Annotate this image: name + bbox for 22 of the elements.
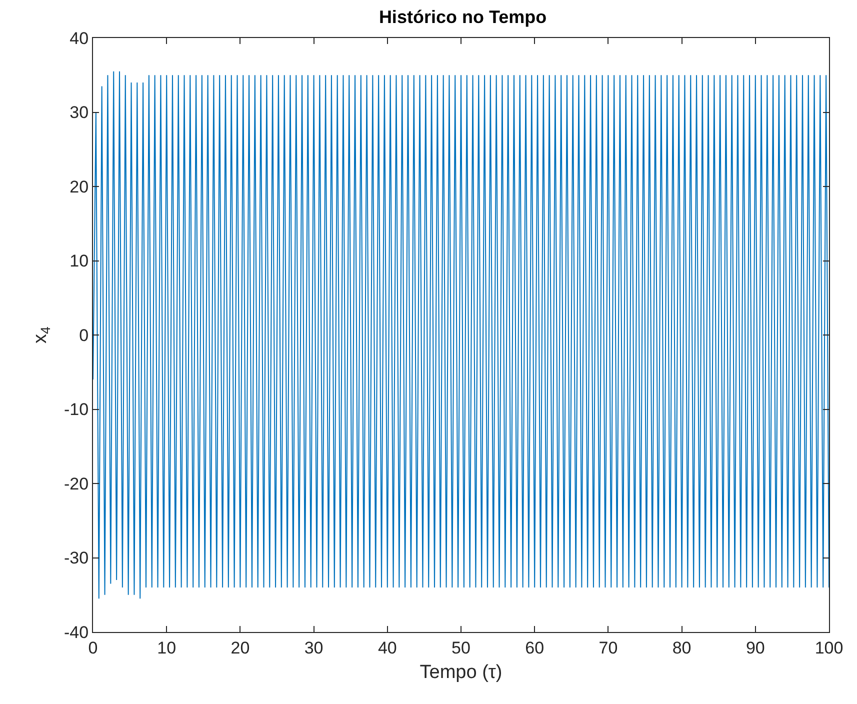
x-tick-label: 100 bbox=[814, 638, 844, 658]
x-tick-label: 50 bbox=[452, 638, 470, 658]
line-series bbox=[93, 70, 829, 600]
y-tick-label: 20 bbox=[70, 177, 89, 196]
x-tick-label: 20 bbox=[230, 638, 250, 658]
y-tick-label: 30 bbox=[70, 103, 89, 122]
y-tick-label: 10 bbox=[70, 252, 89, 271]
y-tick-label: -20 bbox=[64, 474, 89, 494]
y-tick-label: -30 bbox=[64, 548, 89, 568]
y-tick-label: 40 bbox=[70, 28, 89, 48]
y-tick-label: -10 bbox=[64, 400, 89, 420]
x-tick-label: 10 bbox=[157, 638, 176, 658]
y-tick-label: -40 bbox=[64, 622, 89, 642]
y-tick-label: 0 bbox=[79, 326, 89, 345]
x-tick-label: 80 bbox=[672, 638, 692, 658]
x-tick-label: 90 bbox=[746, 638, 765, 658]
x-axis-title: Tempo (τ) bbox=[420, 662, 502, 684]
x-tick-label: 30 bbox=[304, 638, 324, 658]
chart-title: Histórico no Tempo bbox=[378, 7, 547, 28]
x-tick-label: 60 bbox=[525, 638, 544, 658]
x-tick-label: 70 bbox=[598, 638, 618, 658]
x-tick-label: 40 bbox=[378, 638, 397, 658]
